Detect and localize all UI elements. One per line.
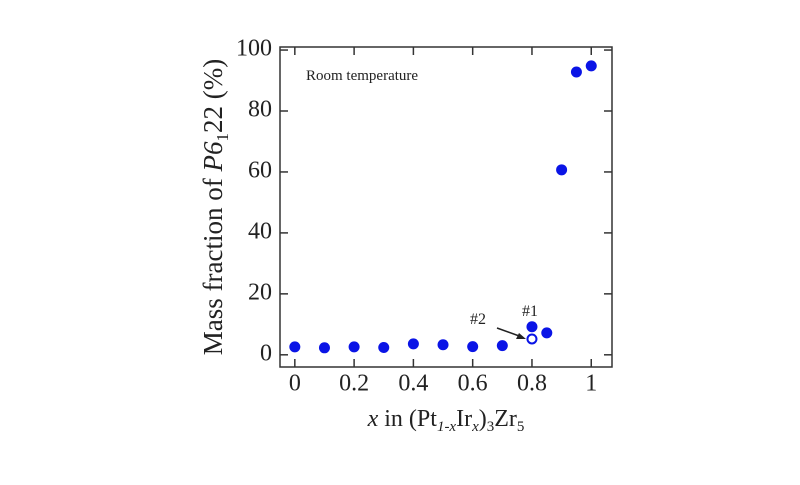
y-tick-label: 0 [260,340,272,366]
point [541,327,553,339]
point [437,339,449,351]
x-tick-label: 0.4 [398,371,428,397]
point [526,333,538,345]
x-tick-label: 0.2 [339,371,369,397]
point [496,340,508,352]
plot-frame [279,46,613,368]
x-label-part: in (Pt [378,406,437,432]
x-tick-label: 0.6 [458,371,488,397]
x-label-part: 3 [487,419,495,435]
annotation: #2 [470,311,486,328]
x-label-part: x [471,419,479,435]
point [526,321,538,333]
arrow-head [516,333,526,339]
x-label-part: x [367,406,379,432]
annotation: #1 [522,303,538,320]
x-label-part: 5 [517,419,525,435]
point [407,338,419,350]
x-axis-label: x in (Pt1-xIrx)3Zr5 [367,406,525,435]
y-axis-label: Mass fraction of P6122 (%) [198,59,232,355]
annotation: Room temperature [306,68,418,84]
y-label-part: 1 [213,133,232,142]
point [318,342,330,354]
y-label-part: P6 [198,141,228,172]
x-label-part: Zr [494,406,517,432]
point [467,341,479,353]
y-tick-label: 20 [248,279,272,305]
y-label-part: 22 (%) [198,59,228,133]
x-label-part: Ir [456,406,472,432]
y-tick-label: 60 [248,157,272,183]
x-tick-label: 1 [585,371,597,397]
point [570,66,582,78]
y-tick-label: 40 [248,218,272,244]
y-label-part: Mass fraction of [198,172,228,356]
point [556,164,568,176]
y-tick-label: 80 [248,97,272,123]
y-tick-label: 100 [236,36,272,62]
point [289,341,301,353]
x-tick-label: 0 [289,371,301,397]
point [348,341,360,353]
x-label-part: 1-x [437,419,456,435]
point [585,60,597,72]
point [378,341,390,353]
x-tick-label: 0.8 [517,371,547,397]
x-label-part: ) [479,406,487,432]
